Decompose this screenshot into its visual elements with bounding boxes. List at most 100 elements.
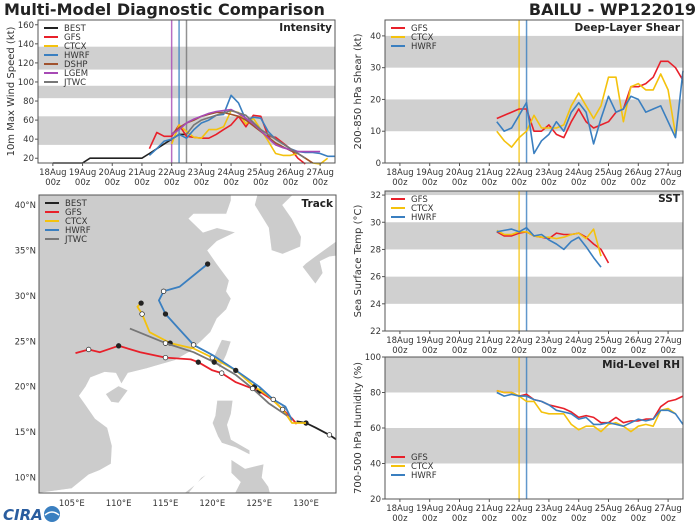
- y-tick-label: 24: [370, 300, 381, 310]
- x-tick-hour: 00z: [571, 346, 587, 356]
- cira-logo-globe-icon: [44, 506, 60, 522]
- x-tick-label: 24Aug: [565, 504, 592, 514]
- plot-area: [385, 191, 683, 331]
- y-tick-label: 140: [18, 40, 34, 50]
- y-tick-label: 40: [23, 135, 34, 145]
- x-tick-label: 19Aug: [416, 336, 443, 346]
- x-tick-hour: 00z: [283, 178, 299, 188]
- y-tick-label: 40: [370, 32, 381, 42]
- lon-tick-label: 120°E: [199, 499, 225, 509]
- series-line-hwrf: [496, 70, 684, 155]
- lon-tick-label: 130°E: [293, 499, 319, 509]
- x-tick-label: 22Aug: [158, 168, 185, 178]
- lon-tick-label: 105°E: [59, 499, 85, 509]
- y-tick-label: 28: [370, 245, 381, 255]
- land-hainan: [105, 385, 129, 404]
- rh-panel: 2040608010018Aug00z19Aug00z20Aug00z21Aug…: [353, 353, 684, 524]
- y-tick-label: 22: [370, 327, 381, 337]
- legend-label: HWRF: [411, 213, 437, 223]
- x-tick-label: 24Aug: [217, 168, 244, 178]
- series-line-ctcx: [496, 389, 676, 433]
- y-tick-label: 80: [370, 389, 381, 399]
- track-point: [211, 359, 217, 365]
- x-tick-hour: 00z: [75, 178, 91, 188]
- shear-panel: 01020304018Aug00z19Aug00z20Aug00z21Aug00…: [353, 19, 684, 188]
- land-borneo-palawan: [183, 472, 209, 493]
- x-tick-hour: 00z: [601, 514, 617, 524]
- plot-frame: [37, 19, 336, 164]
- x-tick-label: 20Aug: [446, 336, 473, 346]
- track-point: [219, 370, 225, 376]
- track-point: [249, 385, 256, 392]
- y-tick-label: 100: [365, 353, 381, 363]
- track-point: [190, 342, 197, 348]
- x-tick-hour: 00z: [571, 514, 587, 524]
- shaded-band: [385, 357, 683, 393]
- series-line-ctcx: [496, 73, 677, 148]
- legend-label: HWRF: [411, 471, 437, 481]
- series-line-hwrf: [496, 226, 602, 268]
- cira-logo-text: CIRA: [3, 506, 43, 524]
- series-line-gfs: [496, 231, 610, 264]
- x-tick-hour: 00z: [392, 346, 408, 356]
- x-tick-hour: 00z: [571, 178, 587, 188]
- panel-title: Deep-Layer Shear: [574, 22, 680, 34]
- x-tick-hour: 00z: [601, 178, 617, 188]
- x-tick-hour: 00z: [631, 346, 647, 356]
- x-tick-label: 27Aug: [654, 336, 681, 346]
- lat-tick-label: 15°N: [15, 428, 36, 438]
- shaded-band: [385, 276, 683, 304]
- x-tick-hour: 00z: [541, 514, 557, 524]
- x-tick-label: 19Aug: [416, 504, 443, 514]
- x-tick-hour: 00z: [223, 178, 239, 188]
- shaded-band: [385, 428, 683, 464]
- x-tick-label: 24Aug: [565, 336, 592, 346]
- track-point: [270, 396, 276, 403]
- x-tick-label: 18Aug: [386, 504, 413, 514]
- x-tick-hour: 00z: [482, 514, 498, 524]
- storm-title: BAILU - WP122019: [529, 0, 696, 19]
- x-tick-hour: 00z: [422, 178, 438, 188]
- x-tick-label: 25Aug: [247, 168, 274, 178]
- y-tick-label: 0: [376, 159, 381, 169]
- sst-panel: 22242628303218Aug00z19Aug00z20Aug00z21Au…: [353, 190, 684, 356]
- x-tick-label: 20Aug: [446, 168, 473, 178]
- legend-label: GFS: [64, 33, 81, 43]
- x-tick-hour: 00z: [631, 514, 647, 524]
- x-tick-label: 20Aug: [99, 168, 126, 178]
- track-point: [204, 261, 211, 267]
- x-tick-hour: 00z: [134, 178, 150, 188]
- y-tick-label: 160: [18, 21, 34, 31]
- panel-title: Intensity: [279, 22, 332, 34]
- legend-label: CTCX: [411, 462, 434, 472]
- y-tick-label: 20: [23, 154, 34, 164]
- y-tick-label: 100: [18, 78, 34, 88]
- track-point: [138, 300, 144, 306]
- x-tick-hour: 00z: [660, 178, 676, 188]
- x-tick-label: 26Aug: [625, 336, 652, 346]
- y-tick-label: 60: [370, 424, 381, 434]
- legend-label: BEST: [65, 199, 88, 209]
- cira-logo: CIRA: [3, 506, 60, 524]
- shaded-band: [385, 191, 683, 196]
- legend-label: JTWC: [63, 78, 86, 88]
- legend-label: GFS: [411, 24, 428, 34]
- legend-label: CTCX: [65, 217, 88, 227]
- legend-label: CTCX: [411, 204, 434, 214]
- x-tick-hour: 00z: [452, 346, 468, 356]
- plot-frame: [384, 19, 684, 164]
- x-tick-label: 25Aug: [595, 336, 622, 346]
- panel-title: Track: [302, 198, 334, 210]
- track-point: [86, 346, 92, 353]
- track-line-jtwc: [129, 327, 288, 417]
- series-line-hwrf: [496, 391, 684, 428]
- x-tick-hour: 00z: [541, 346, 557, 356]
- series-line-ctcx: [496, 228, 602, 257]
- legend-label: BEST: [64, 24, 87, 34]
- x-tick-label: 18Aug: [39, 168, 66, 178]
- x-tick-hour: 00z: [194, 178, 210, 188]
- x-tick-hour: 00z: [105, 178, 121, 188]
- track-point: [195, 359, 201, 365]
- y-tick-label: 30: [370, 218, 381, 228]
